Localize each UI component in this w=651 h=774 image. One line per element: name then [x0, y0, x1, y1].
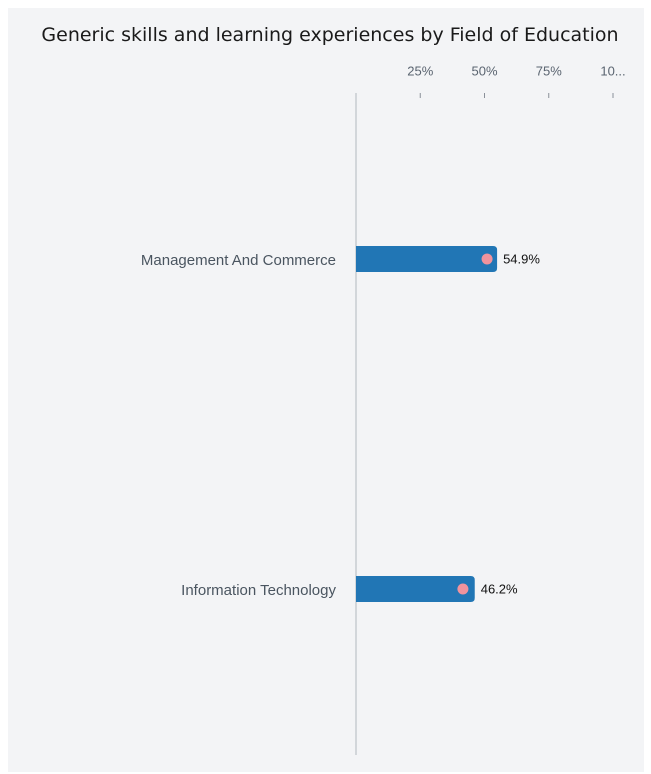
x-tick-label: 75% — [536, 63, 562, 78]
x-tick-label: 10... — [600, 63, 625, 78]
value-label: 54.9% — [503, 251, 540, 266]
chart-panel — [8, 8, 644, 772]
value-label: 46.2% — [481, 581, 518, 596]
category-label: Management And Commerce — [141, 252, 336, 269]
bar — [356, 246, 498, 272]
category-label: Information Technology — [181, 582, 336, 599]
x-tick-label: 25% — [407, 63, 433, 78]
marker-dot — [457, 583, 469, 595]
marker-dot — [481, 253, 493, 265]
chart-title: Generic skills and learning experiences … — [41, 24, 619, 46]
x-tick-label: 50% — [471, 63, 497, 78]
bar — [356, 576, 475, 602]
